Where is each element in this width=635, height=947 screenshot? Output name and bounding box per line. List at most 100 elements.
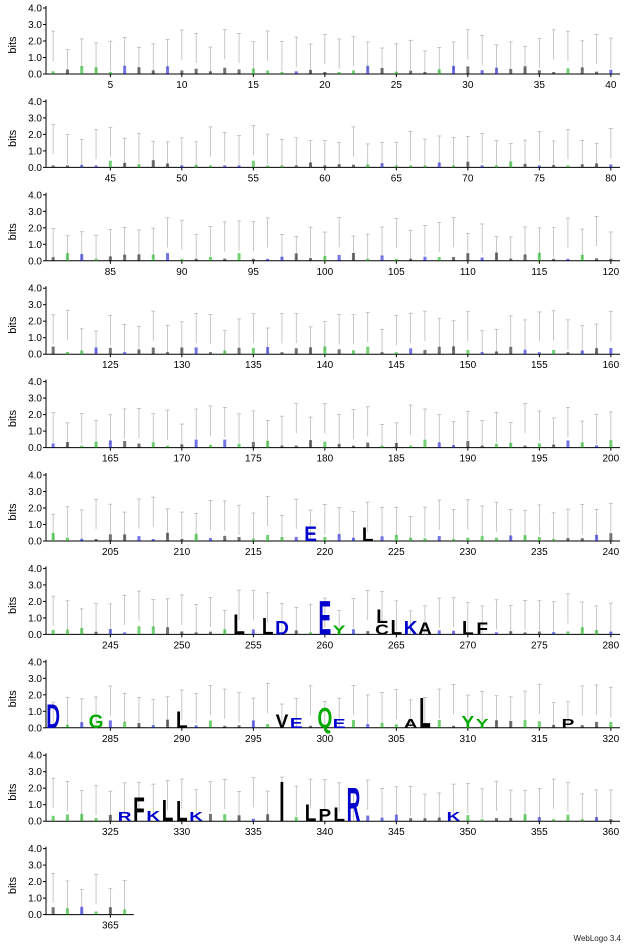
y-axis-label: bits: [7, 690, 19, 708]
residue-stack: [423, 349, 427, 355]
residue-stack: [366, 631, 370, 635]
residue-stack: [223, 258, 227, 261]
residue-letter: I: [279, 770, 284, 833]
residue-stack: [537, 536, 541, 541]
residue-stack: [337, 164, 341, 168]
residue-stack: [452, 725, 456, 728]
residue-stack: [394, 352, 398, 355]
residue-stack: [480, 819, 484, 822]
y-tick-label: 4.0: [28, 4, 42, 15]
residue-stack: [409, 348, 413, 355]
y-tick-label: 3.0: [28, 113, 42, 124]
y-tick-label: 0.0: [28, 537, 42, 548]
residue-stack: [251, 720, 255, 728]
residue-stack: [208, 444, 212, 448]
residue-stack: [251, 818, 255, 822]
residue-letter: C: [375, 620, 389, 638]
residue-stack: [180, 258, 184, 261]
residue-stack: [223, 814, 227, 822]
y-tick-label: 3.0: [28, 674, 42, 685]
residue-stack: [166, 66, 170, 74]
residue-stack: [65, 629, 69, 635]
x-tick-label: 355: [531, 827, 548, 838]
x-tick-label: 140: [317, 360, 334, 371]
residue-letter: K: [404, 618, 418, 639]
logo-row-10: 0.0 1.0 2.0 3.0 4.0 bits 365: [7, 844, 134, 932]
residue-stack: [223, 165, 227, 168]
residue-letter: L: [462, 618, 474, 639]
residue-stack: [394, 814, 398, 822]
residue-stack: [108, 347, 112, 355]
y-tick-label: 2.0: [28, 690, 42, 701]
residue-stack: [266, 70, 270, 74]
residue-stack: [366, 65, 370, 74]
residue-stack: [437, 69, 441, 74]
residue-stack: [223, 535, 227, 541]
y-axis-label: bits: [7, 783, 19, 801]
residue-stack: [80, 164, 84, 168]
residue-stack: [151, 539, 155, 541]
residue-stack: [423, 439, 427, 448]
residue-stack: [280, 165, 284, 168]
residue-letter: Y: [476, 717, 489, 731]
residue-stack: [394, 165, 398, 168]
x-tick-label: 155: [531, 360, 548, 371]
residue-stack: [580, 164, 584, 168]
residue-stack: [65, 908, 69, 915]
x-tick-label: 330: [174, 827, 191, 838]
residue-stack: [137, 443, 141, 448]
residue-stack: [509, 258, 513, 261]
residue-stack: [151, 254, 155, 261]
residue-stack: [223, 629, 227, 635]
residue-stack: [494, 165, 498, 168]
residue-letter: G: [89, 712, 104, 733]
y-tick-label: 3.0: [28, 207, 42, 218]
residue-stack: [380, 255, 384, 261]
residue-stack: [94, 441, 98, 448]
residue-stack: [380, 445, 384, 448]
residue-stack: [409, 537, 413, 541]
residue-stack: [237, 347, 241, 355]
residue-stack: [151, 160, 155, 168]
residue-stack: [595, 71, 599, 74]
residue-stack: [194, 347, 198, 355]
residue-stack: [65, 537, 69, 541]
residue-stack: [552, 72, 556, 74]
residue-letter: L: [162, 795, 174, 829]
residue-stack: [380, 352, 384, 355]
residue-stack: [309, 632, 313, 635]
residue-stack: [552, 349, 556, 355]
residue-stack: [280, 445, 284, 448]
residue-stack: [137, 67, 141, 74]
residue-stack: [394, 442, 398, 448]
residue-stack: [523, 632, 527, 635]
y-axis-label: bits: [7, 503, 19, 521]
x-tick-label: 250: [174, 640, 191, 651]
residue-stack: [595, 348, 599, 355]
residue-stack: [137, 536, 141, 541]
x-tick-label: 325: [102, 827, 119, 838]
residue-letter: D: [46, 697, 60, 735]
residue-stack: [280, 256, 284, 261]
logo-row-3: 0.0 1.0 2.0 3.0 4.0 bits 85 90 95 100 105 110 115 120: [7, 190, 620, 278]
residue-stack: [452, 65, 456, 74]
residue-stack: [309, 440, 313, 448]
residue-stack: [437, 719, 441, 728]
residue-stack: [537, 252, 541, 261]
residue-stack: [566, 631, 570, 635]
residue-stack: [552, 444, 556, 448]
residue-stack: [494, 720, 498, 728]
y-tick-label: 0.0: [28, 70, 42, 81]
residue-stack: [108, 256, 112, 261]
x-tick-label: 225: [388, 547, 405, 558]
residue-stack: [351, 720, 355, 728]
residue-letter: L: [176, 706, 188, 734]
residue-stack: [108, 534, 112, 541]
residue-stack: [51, 815, 55, 822]
x-tick-label: 115: [531, 267, 547, 278]
y-axis-label: bits: [7, 223, 19, 241]
residue-stack: [480, 257, 484, 261]
residue-stack: [366, 258, 370, 261]
residue-stack: [523, 814, 527, 822]
residue-stack: [309, 725, 313, 728]
